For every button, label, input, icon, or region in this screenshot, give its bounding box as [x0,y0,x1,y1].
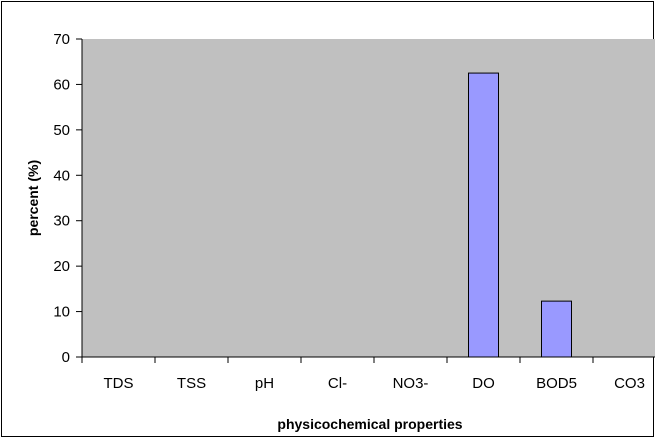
x-tick-label: DO [472,375,495,392]
x-tick-label: TDS [104,375,134,392]
bars [468,72,572,358]
y-tick-label: 20 [53,258,70,275]
y-tick-label: 40 [53,167,70,184]
x-axis-title: physicochemical properties [277,416,462,432]
x-tick-label: NO3- [393,375,429,392]
y-tick-label: 0 [62,349,70,366]
x-tick-label: CO3 [614,375,645,392]
y-tick-label: 10 [53,304,70,321]
x-tick-label: BOD5 [536,375,577,392]
x-tick-label: pH [255,375,274,392]
bar-bod5 [541,300,572,358]
x-tick-label: Cl- [328,375,347,392]
x-tick-label: TSS [177,375,206,392]
y-axis-ticks: 0 10 20 30 40 50 60 70 [53,31,82,366]
y-tick-label: 50 [53,122,70,139]
y-tick-label: 60 [53,76,70,93]
x-axis-ticks: TDS TSS pH Cl- NO3- DO BOD5 CO3 [81,357,645,392]
bar-do [468,72,499,358]
y-tick-label: 30 [53,213,70,230]
y-axis-title: percent (%) [25,160,41,236]
y-tick-label: 70 [53,31,70,48]
